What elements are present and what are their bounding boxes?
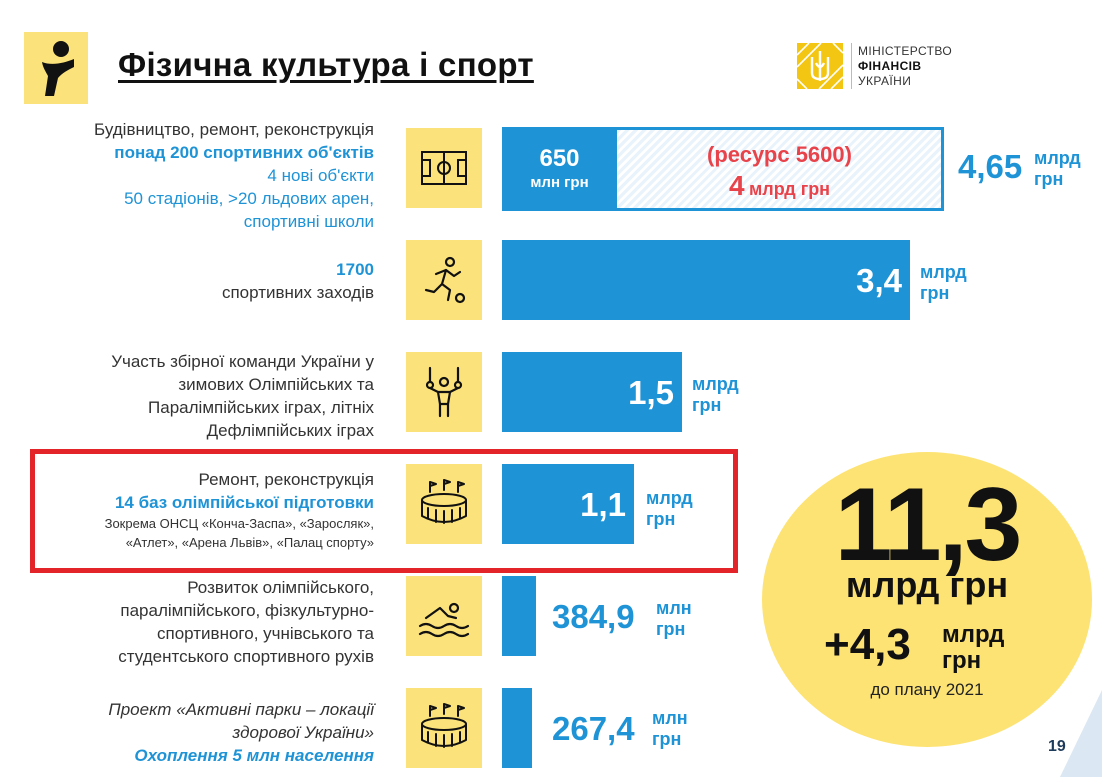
row-4-icon-box [406, 464, 482, 544]
row-6-bar [502, 688, 532, 768]
row-1-bar-value: 650 [539, 145, 580, 172]
total-value: 11,3 [834, 467, 1023, 583]
row-5-description: Розвиток олімпійського, паралімпійського… [118, 578, 374, 666]
row-3-icon-box [406, 352, 482, 432]
row-5-bar [502, 576, 536, 656]
row-1-total-unit: млрд грн [1034, 148, 1081, 189]
total-increase-unit: млрд грн [942, 621, 1005, 674]
row-1-resource-value: 4 млрд грн [728, 170, 831, 201]
row-6-value: 267,4 [552, 710, 635, 747]
row-3-bar-value: 1,5 [628, 374, 674, 411]
row-1-bar [502, 127, 617, 211]
row-5-unit: млн грн [656, 598, 692, 639]
row-3-description: Участь збірної команди України у зимових… [111, 352, 374, 440]
row-6-unit: млн грн [652, 708, 688, 749]
gymnast-rings-icon [425, 366, 463, 418]
corner-decoration [1060, 690, 1102, 777]
row-4-unit: млрд грн [646, 488, 693, 529]
row-6-description: Проект «Активні парки – локації здорової… [108, 700, 374, 765]
trident-emblem-icon [797, 43, 843, 89]
row-2-bar [502, 240, 910, 320]
total-circle: 11,3 млрд грн +4,3 млрд грн до плану 2021 [762, 452, 1092, 747]
row-2-bar-value: 3,4 [856, 262, 902, 299]
swimmer-icon [418, 602, 470, 638]
football-field-icon [421, 151, 467, 185]
ministry-divider [851, 43, 852, 89]
row-3-bar [502, 352, 682, 432]
page-number: 19 [1048, 738, 1066, 755]
row-4-bar-value: 1,1 [580, 486, 626, 523]
ministry-line-2: ФІНАНСІВ [858, 58, 922, 73]
ministry-logo: МІНІСТЕРСТВО ФІНАНСІВ УКРАЇНИ [797, 43, 952, 89]
stadium-icon [421, 703, 467, 748]
runner-icon [424, 256, 466, 304]
highlight-frame [30, 449, 738, 573]
row-1-icon-box [406, 128, 482, 208]
logo-figure-icon [42, 41, 74, 96]
total-unit: млрд грн [845, 564, 1009, 605]
total-increase-value: +4,3 [824, 620, 911, 669]
row-4-bar [502, 464, 634, 544]
row-5-icon-box [406, 576, 482, 656]
row-5-value: 384,9 [552, 598, 635, 635]
row-2-unit: млрд грн [920, 262, 967, 303]
row-1-description: Будівництво, ремонт, реконструкція понад… [94, 120, 374, 231]
row-1-resource-label: (ресурс 5600) [707, 142, 852, 167]
row-2-description: 1700 спортивних заходів [221, 260, 374, 302]
row-3-unit: млрд грн [692, 374, 739, 415]
brand-logo [24, 32, 88, 104]
row-1-total-value: 4,65 [958, 148, 1023, 185]
row-6-icon-box [406, 688, 482, 768]
row-4-description: Ремонт, реконструкція 14 баз олімпійсько… [104, 470, 374, 550]
ministry-name: МІНІСТЕРСТВО ФІНАНСІВ УКРАЇНИ [858, 44, 952, 89]
total-note: до плану 2021 [870, 680, 984, 699]
row-1-bar-frame [502, 127, 944, 211]
stadium-icon [421, 479, 467, 524]
page-title: Фізична культура і спорт [118, 46, 534, 83]
row-2-icon-box [406, 240, 482, 320]
row-1-resource-area [617, 130, 942, 208]
ministry-line-1: МІНІСТЕРСТВО [858, 43, 953, 58]
ministry-line-3: УКРАЇНИ [858, 73, 912, 88]
row-1-bar-unit: млн грн [530, 174, 589, 191]
